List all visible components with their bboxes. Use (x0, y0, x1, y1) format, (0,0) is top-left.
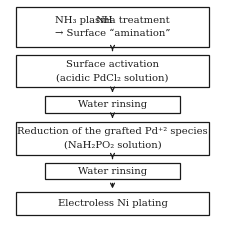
Text: Reduction of the grafted Pd⁺² species: Reduction of the grafted Pd⁺² species (17, 127, 208, 136)
Bar (45, 162, 180, 180)
Text: NH: NH (95, 16, 112, 25)
Text: (NaH₂PO₂ solution): (NaH₂PO₂ solution) (64, 141, 161, 150)
Text: NH₃ plasma treatment: NH₃ plasma treatment (55, 16, 170, 25)
Bar (16, 7, 209, 47)
Text: → Surface “amination”: → Surface “amination” (55, 29, 170, 38)
Bar (16, 122, 209, 155)
Text: Electroless Ni plating: Electroless Ni plating (58, 199, 167, 208)
Bar (45, 96, 180, 113)
Text: (acidic PdCl₂ solution): (acidic PdCl₂ solution) (56, 73, 169, 82)
Text: Water rinsing: Water rinsing (78, 166, 147, 176)
Bar (16, 55, 209, 87)
Text: Water rinsing: Water rinsing (78, 100, 147, 109)
Bar (16, 192, 209, 215)
Text: Surface activation: Surface activation (66, 60, 159, 69)
